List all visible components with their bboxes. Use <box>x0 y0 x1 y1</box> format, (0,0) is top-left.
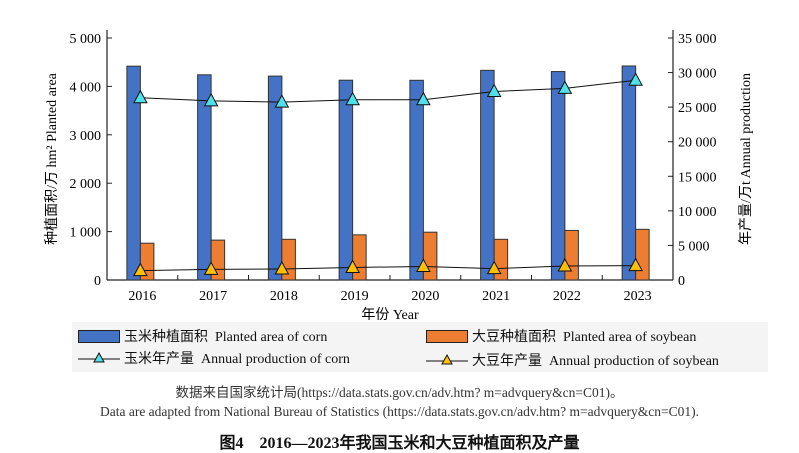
x-tick-label: 2017 <box>199 289 227 304</box>
y2-tick-label: 10 000 <box>678 205 717 220</box>
point-soybean-production <box>345 259 360 273</box>
y-tick-label: 5 000 <box>70 32 102 47</box>
bar-soybean-area <box>635 228 650 281</box>
point-corn-production <box>416 91 431 106</box>
line-soybean-production <box>140 265 636 272</box>
y2-tick-label: 35 000 <box>678 32 717 47</box>
bar-corn-area <box>409 79 424 281</box>
bar-corn-area <box>550 71 566 281</box>
point-soybean-production <box>133 262 148 277</box>
y-tick-label: 2 000 <box>70 177 102 192</box>
y2-axis-label: 年产量/万t Annual production <box>738 73 754 245</box>
x-tick-label: 2022 <box>553 289 581 304</box>
bar-soybean-area <box>422 231 438 281</box>
x-tick-label: 2023 <box>624 289 652 304</box>
x-tick-label: 2019 <box>341 289 369 304</box>
bar-soybean-area <box>352 234 367 281</box>
bar-soybean-area <box>564 229 579 281</box>
legend-label: 大豆种植面积 Planted area of soybean <box>472 330 697 345</box>
y2-tick-label: 0 <box>678 274 685 289</box>
x-tick-label: 2016 <box>128 289 156 304</box>
bar-corn-area <box>621 65 637 281</box>
bar-corn-area <box>267 75 283 281</box>
legend-soy-area: 大豆种植面积 Planted area of soybean <box>426 326 696 346</box>
legend: 玉米种植面积 Planted area of corn 大豆种植面积 Plant… <box>72 322 768 372</box>
point-soybean-production <box>203 261 219 275</box>
y-tick-label: 1 000 <box>70 226 102 241</box>
point-corn-production <box>133 89 148 104</box>
x-tick-label: 2021 <box>482 289 510 304</box>
y-axis-label: 种植面积/万 hm² Planted area <box>44 72 60 245</box>
x-axis-label: 年份 Year <box>361 307 419 320</box>
y-tick-label: 0 <box>94 274 101 289</box>
legend-soy-prod: 大豆年产量 Annual production of soybean <box>426 350 719 370</box>
y2-tick-label: 30 000 <box>678 67 717 82</box>
bar-corn-area <box>197 74 212 281</box>
legend-line-triangle-icon <box>426 353 468 365</box>
figure-caption: 图4 2016—2023年我国玉米和大豆种植面积及产量 <box>219 435 580 452</box>
chart: 0 1 000 2 000 3 000 4 000 5 000 0 5 000 10 000 15… <box>44 30 754 320</box>
point-corn-production <box>557 80 573 94</box>
bar-corn-area <box>480 69 495 281</box>
point-corn-production <box>628 72 643 86</box>
point-corn-production <box>486 83 502 98</box>
legend-corn-prod: 玉米年产量 Annual production of corn <box>78 348 350 368</box>
legend-label: 玉米年产量 Annual production of corn <box>124 352 350 367</box>
point-corn-production <box>274 94 290 108</box>
y-tick-label: 3 000 <box>70 129 102 144</box>
legend-swatch-soy-area <box>426 329 468 343</box>
point-soybean-production <box>416 258 431 272</box>
line-corn-production <box>140 79 636 103</box>
y-tick-label: 4 000 <box>70 80 102 95</box>
y2-tick-label: 15 000 <box>678 170 717 185</box>
y2-tick-label: 25 000 <box>678 101 717 116</box>
point-corn-production <box>203 92 219 107</box>
point-soybean-production <box>486 260 502 275</box>
source-note-en: Data are adapted from National Bureau of… <box>99 404 700 419</box>
point-soybean-production <box>628 257 643 272</box>
source-note-cn: 数据来自国家统计局(https://data.stats.gov.cn/adv.… <box>175 385 624 400</box>
x-tick-label: 2020 <box>411 289 439 304</box>
legend-label: 大豆年产量 Annual production of soybean <box>472 354 719 369</box>
legend-line-triangle-icon <box>78 351 120 363</box>
bar-corn-area <box>338 79 354 281</box>
legend-corn-area: 玉米种植面积 Planted area of corn <box>78 326 327 346</box>
y2-tick-label: 5 000 <box>678 239 710 254</box>
legend-swatch-corn-area <box>78 329 120 343</box>
legend-label: 玉米种植面积 Planted area of corn <box>124 330 328 345</box>
bar-corn-area <box>126 65 141 281</box>
point-soybean-production <box>557 257 573 272</box>
x-tick-label: 2018 <box>270 289 298 304</box>
y2-tick-label: 20 000 <box>678 136 717 151</box>
point-corn-production <box>345 91 360 106</box>
point-soybean-production <box>274 260 290 275</box>
